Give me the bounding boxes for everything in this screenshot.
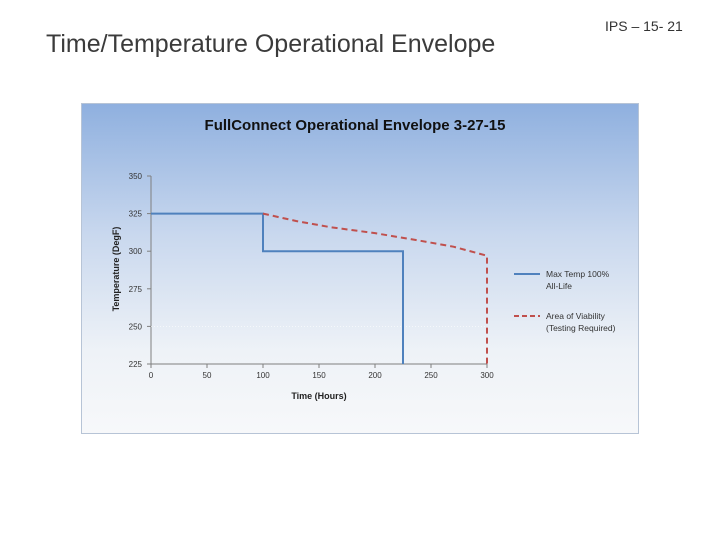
y-axis-title: Temperature (DegF)	[111, 227, 121, 312]
viability-series-line	[262, 212, 488, 364]
x-tick-label: 250	[424, 371, 438, 380]
x-axis-title: Time (Hours)	[291, 391, 346, 401]
x-tick-label: 100	[256, 371, 270, 380]
max-temp-series-line	[151, 212, 404, 364]
y-tick-label: 275	[129, 285, 143, 294]
legend-label-max-temp: All-Life	[546, 281, 572, 291]
y-tick-label: 325	[129, 210, 143, 219]
legend-label-viability: Area of Viability	[546, 311, 606, 321]
x-tick-label: 150	[312, 371, 326, 380]
y-tick-label: 225	[129, 360, 143, 369]
x-tick-label: 300	[480, 371, 494, 380]
legend-label-viability: (Testing Required)	[546, 323, 616, 333]
y-tick-label: 350	[129, 172, 143, 181]
x-tick-label: 200	[368, 371, 382, 380]
chart-ticks: 0 50 100 150 200 250 300 225 250 275 300 325 350	[129, 172, 495, 380]
chart-svg: FullConnect Operational Envelope 3-27-15…	[111, 117, 616, 401]
chart-series	[151, 212, 488, 364]
chart-title: FullConnect Operational Envelope 3-27-15	[205, 117, 506, 134]
slide-identifier: IPS – 15- 21	[605, 18, 683, 34]
x-tick-label: 0	[149, 371, 154, 380]
chart-axes	[150, 176, 487, 365]
y-tick-label: 250	[129, 322, 143, 331]
legend-label-max-temp: Max Temp 100%	[546, 269, 610, 279]
slide-title: Time/Temperature Operational Envelope	[46, 30, 496, 58]
y-tick-label: 300	[129, 247, 143, 256]
x-tick-label: 50	[203, 371, 212, 380]
chart-legend: Max Temp 100% All-Life Area of Viability (T…	[514, 269, 616, 333]
chart-container: FullConnect Operational Envelope 3-27-15…	[81, 103, 639, 434]
